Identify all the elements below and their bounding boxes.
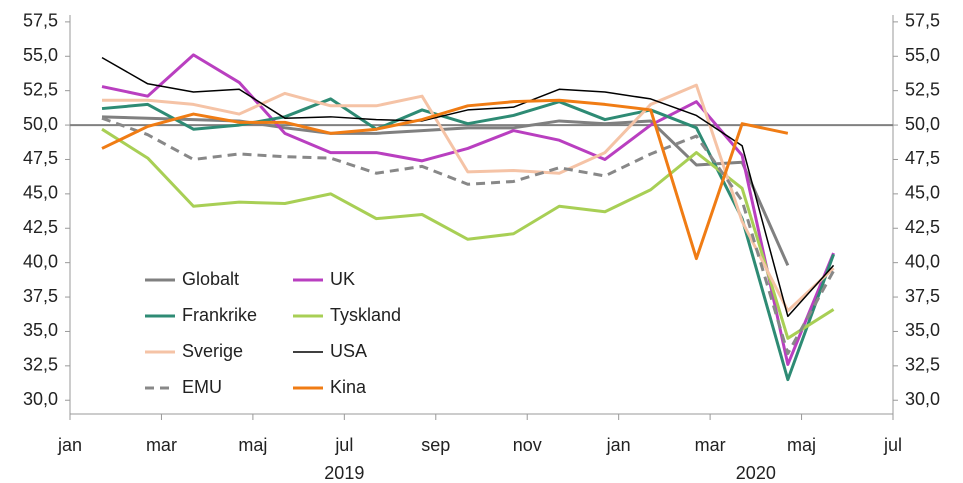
y-tick-label: 47,5	[23, 148, 58, 168]
y-tick-label: 32,5	[23, 355, 58, 375]
y-tick-label: 50,0	[23, 114, 58, 134]
legend-label: Kina	[330, 377, 367, 397]
y2-tick-label: 37,5	[905, 286, 940, 306]
legend-label: Globalt	[182, 269, 239, 289]
x-tick-label: nov	[513, 435, 542, 455]
legend-label: EMU	[182, 377, 222, 397]
y-tick-label: 35,0	[23, 320, 58, 340]
y-tick-label: 42,5	[23, 217, 58, 237]
x-tick-label: maj	[787, 435, 816, 455]
x-tick-label: mar	[146, 435, 177, 455]
legend-box	[140, 262, 432, 402]
x-tick-label: sep	[421, 435, 450, 455]
y2-tick-label: 42,5	[905, 217, 940, 237]
x-tick-label: mar	[695, 435, 726, 455]
x-tick-label: jan	[57, 435, 82, 455]
year-label: 2020	[736, 463, 776, 483]
y-tick-label: 40,0	[23, 251, 58, 271]
legend-label: UK	[330, 269, 355, 289]
x-tick-label: jul	[334, 435, 353, 455]
y2-tick-label: 40,0	[905, 251, 940, 271]
y2-tick-label: 52,5	[905, 79, 940, 99]
y2-tick-label: 32,5	[905, 355, 940, 375]
y-tick-label: 37,5	[23, 286, 58, 306]
y-tick-label: 55,0	[23, 45, 58, 65]
y2-tick-label: 55,0	[905, 45, 940, 65]
x-tick-label: jul	[883, 435, 902, 455]
legend-label: Frankrike	[182, 305, 257, 325]
y2-tick-label: 35,0	[905, 320, 940, 340]
series-line	[101, 98, 789, 261]
series-line	[101, 57, 835, 318]
x-tick-label: maj	[238, 435, 267, 455]
series-line	[102, 83, 835, 313]
legend-label: Sverige	[182, 341, 243, 361]
y-tick-label: 52,5	[23, 79, 58, 99]
series-line	[101, 127, 835, 340]
y2-tick-label: 50,0	[905, 114, 940, 134]
y-tick-label: 57,5	[23, 11, 58, 31]
y2-tick-label: 30,0	[905, 389, 940, 409]
y2-tick-label: 45,0	[905, 183, 940, 203]
y2-tick-label: 47,5	[905, 148, 940, 168]
series-line	[101, 116, 835, 355]
x-tick-label: jan	[606, 435, 631, 455]
legend-label: USA	[330, 341, 367, 361]
y-tick-label: 30,0	[23, 389, 58, 409]
series-line	[101, 53, 835, 366]
y2-tick-label: 57,5	[905, 11, 940, 31]
year-label: 2019	[324, 463, 364, 483]
y-tick-label: 45,0	[23, 183, 58, 203]
series-line	[101, 115, 790, 267]
legend-label: Tyskland	[330, 305, 401, 325]
